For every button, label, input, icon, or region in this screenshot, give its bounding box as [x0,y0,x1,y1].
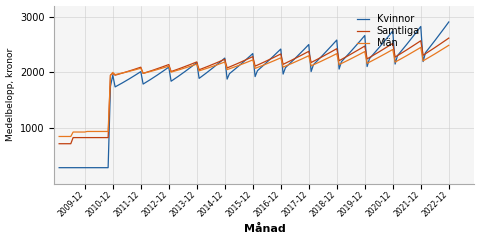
Kvinnor [446,21,452,24]
Kvinnor [56,166,62,169]
Samtliga [126,70,132,72]
Män [168,71,174,74]
Line: Samtliga: Samtliga [59,38,449,144]
Män [126,70,132,73]
X-axis label: Månad: Månad [243,224,285,234]
Samtliga [446,37,452,40]
Män [189,64,195,67]
Män [56,135,62,138]
Kvinnor [278,48,284,50]
Samtliga [189,62,195,65]
Kvinnor [189,65,195,68]
Kvinnor [126,78,132,80]
Samtliga [56,142,62,145]
Kvinnor [168,80,174,83]
Y-axis label: Medelbelopp, kronor: Medelbelopp, kronor [6,48,14,141]
Kvinnor [285,64,291,67]
Line: Kvinnor: Kvinnor [59,22,449,168]
Line: Män: Män [59,45,449,137]
Män [367,61,372,64]
Legend: Kvinnor, Samtliga, Män: Kvinnor, Samtliga, Män [353,10,424,52]
Samtliga [168,70,174,73]
Män [278,56,284,59]
Kvinnor [367,57,372,60]
Samtliga [278,53,284,55]
Män [285,64,291,67]
Samtliga [285,61,291,64]
Samtliga [367,56,372,59]
Män [446,44,452,47]
